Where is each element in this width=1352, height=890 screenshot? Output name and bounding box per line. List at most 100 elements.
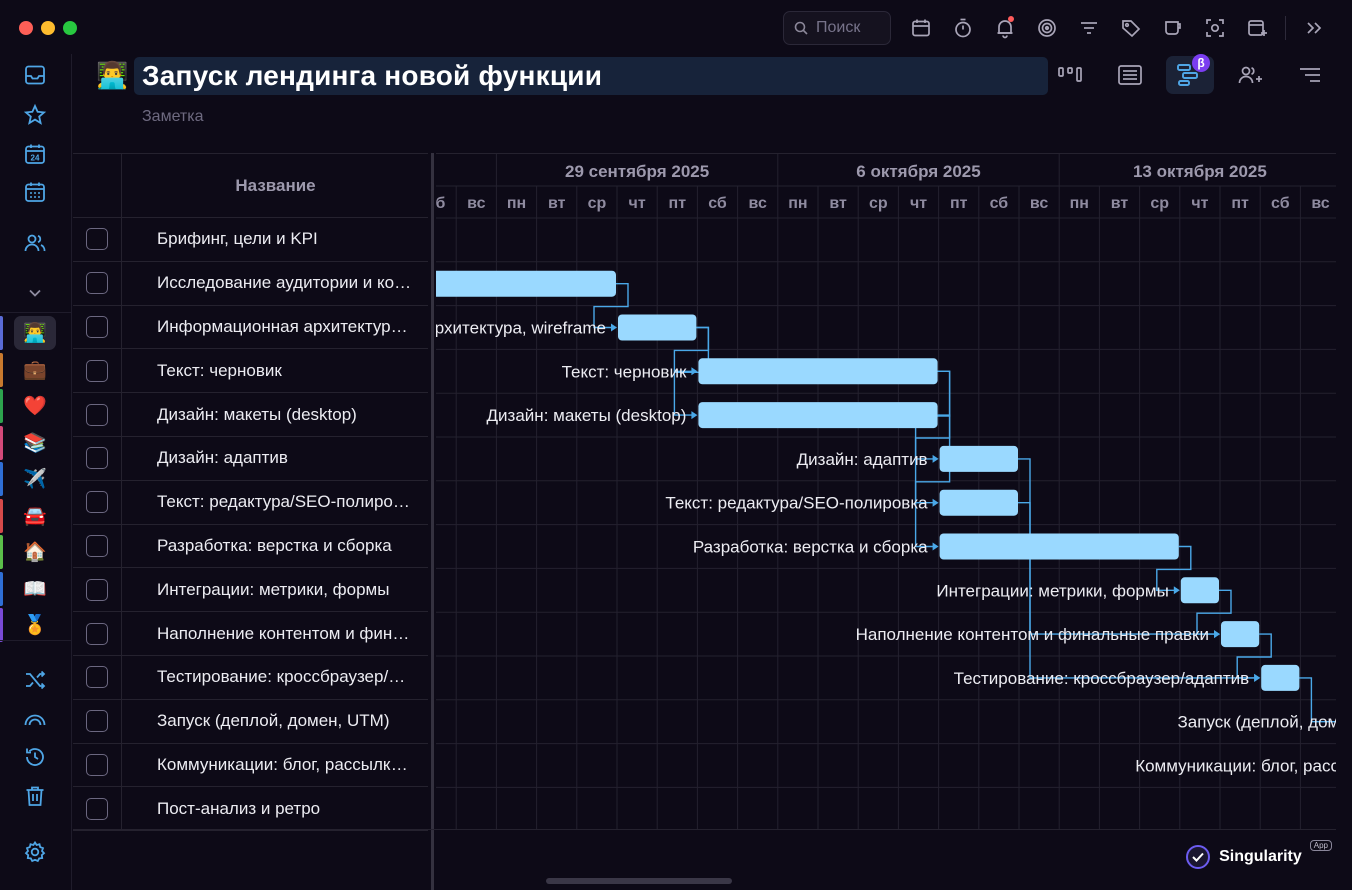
- project-title-field[interactable]: Запуск лендинга новой функции: [134, 57, 1048, 95]
- task-checkbox[interactable]: [86, 491, 108, 514]
- task-name[interactable]: Пост-анализ и ретро: [157, 798, 321, 818]
- gantt-view-button[interactable]: β: [1166, 54, 1214, 94]
- maximize-window-button[interactable]: [63, 21, 77, 35]
- task-name[interactable]: Текст: черновик: [157, 360, 282, 380]
- task-checkbox[interactable]: [86, 272, 108, 295]
- task-checkbox[interactable]: [86, 447, 108, 470]
- break-button[interactable]: [1155, 10, 1191, 46]
- task-name[interactable]: Разработка: верстка и сборка: [157, 535, 392, 555]
- task-name[interactable]: Текст: редактура/SEO-полировка: [157, 492, 414, 512]
- task-row[interactable]: Дизайн: адаптив: [73, 436, 428, 481]
- task-row[interactable]: Текст: черновик: [73, 349, 428, 394]
- filter-button[interactable]: [1071, 10, 1107, 46]
- settings-button[interactable]: [18, 835, 52, 869]
- task-checkbox[interactable]: [86, 666, 108, 689]
- shuffle-button[interactable]: [18, 663, 52, 697]
- search-input[interactable]: [816, 19, 876, 37]
- favorites-button[interactable]: [18, 98, 52, 132]
- task-row[interactable]: Тестирование: кроссбраузер/адаптив: [73, 655, 428, 700]
- horizontal-scrollbar[interactable]: [546, 878, 732, 884]
- task-name[interactable]: Дизайн: макеты (desktop): [157, 404, 357, 424]
- tags-button[interactable]: [1113, 10, 1149, 46]
- day-label: чт: [910, 195, 927, 212]
- task-checkbox[interactable]: [86, 753, 108, 776]
- calendar-view-button[interactable]: [18, 175, 52, 209]
- inbox-button[interactable]: [18, 58, 52, 92]
- task-name[interactable]: Интеграции: метрики, формы: [157, 579, 390, 599]
- task-checkbox[interactable]: [86, 534, 108, 557]
- project-item[interactable]: 📚: [23, 432, 47, 454]
- task-row[interactable]: Брифинг, цели и KPI: [73, 218, 428, 262]
- task-name[interactable]: Тестирование: кроссбраузер/адаптив: [157, 667, 414, 687]
- kanban-view-button[interactable]: [1046, 56, 1094, 94]
- task-bar[interactable]: [939, 533, 1179, 560]
- project-item[interactable]: 💼: [23, 359, 47, 381]
- task-row[interactable]: Исследование аудитории и конкурентов: [73, 261, 428, 306]
- task-name[interactable]: Дизайн: адаптив: [157, 448, 288, 468]
- more-options-button[interactable]: [1286, 56, 1334, 94]
- project-item[interactable]: ❤️: [23, 396, 47, 417]
- task-name[interactable]: Информационная архитектура, wireframe: [157, 316, 414, 336]
- calendar-button[interactable]: [903, 10, 939, 46]
- task-name[interactable]: Брифинг, цели и KPI: [157, 229, 318, 249]
- task-name[interactable]: Наполнение контентом и финальные правки: [157, 623, 414, 643]
- task-name[interactable]: Исследование аудитории и конкурентов: [157, 273, 414, 293]
- project-item[interactable]: 🏅: [23, 615, 47, 636]
- project-item[interactable]: 🏠: [23, 542, 47, 563]
- task-bar[interactable]: [939, 445, 1018, 472]
- notifications-button[interactable]: [987, 10, 1023, 46]
- task-checkbox[interactable]: [86, 228, 108, 251]
- close-window-button[interactable]: [19, 21, 33, 35]
- task-bar[interactable]: [698, 358, 938, 385]
- new-window-button[interactable]: [1239, 10, 1275, 46]
- column-divider: [121, 261, 122, 305]
- pane-splitter[interactable]: [431, 153, 434, 890]
- task-row[interactable]: Разработка: верстка и сборка: [73, 524, 428, 569]
- task-name[interactable]: Коммуникации: блог, рассылка, соцсети: [157, 754, 414, 774]
- project-item[interactable]: ✈️: [23, 469, 47, 490]
- expand-panel-button[interactable]: [1296, 10, 1332, 46]
- task-name[interactable]: Запуск (деплой, домен, UTM): [157, 711, 390, 731]
- task-checkbox[interactable]: [86, 578, 108, 601]
- habits-button[interactable]: [1029, 10, 1065, 46]
- task-checkbox[interactable]: [86, 403, 108, 426]
- task-bar[interactable]: [1221, 621, 1260, 648]
- task-checkbox[interactable]: [86, 359, 108, 382]
- task-row[interactable]: Интеграции: метрики, формы: [73, 568, 428, 613]
- task-row[interactable]: Информационная архитектура, wireframe: [73, 305, 428, 350]
- task-bar[interactable]: [939, 489, 1018, 516]
- task-row[interactable]: Запуск (деплой, домен, UTM): [73, 699, 428, 744]
- project-item[interactable]: 🚘: [23, 505, 47, 527]
- rainbow-button[interactable]: [18, 703, 52, 737]
- task-bar[interactable]: [1261, 664, 1300, 691]
- task-checkbox[interactable]: [86, 622, 108, 645]
- task-bar[interactable]: [618, 314, 697, 341]
- share-button[interactable]: [1226, 56, 1274, 94]
- task-bar[interactable]: [698, 402, 938, 429]
- column-title-name[interactable]: Название: [235, 175, 316, 195]
- focus-button[interactable]: [1197, 10, 1233, 46]
- task-row[interactable]: Текст: редактура/SEO-полировка: [73, 480, 428, 525]
- collapse-projects-button[interactable]: [18, 276, 52, 310]
- task-row[interactable]: Наполнение контентом и финальные правки: [73, 612, 428, 656]
- task-bar[interactable]: [436, 270, 616, 297]
- task-row[interactable]: Пост-анализ и ретро: [73, 787, 428, 832]
- project-item[interactable]: 📖: [23, 578, 47, 600]
- minimize-window-button[interactable]: [41, 21, 55, 35]
- task-checkbox[interactable]: [86, 797, 108, 820]
- stopwatch-button[interactable]: [945, 10, 981, 46]
- today-button[interactable]: 24: [18, 137, 52, 171]
- trash-button[interactable]: [18, 779, 52, 813]
- task-row[interactable]: Дизайн: макеты (desktop): [73, 393, 428, 437]
- task-checkbox[interactable]: [86, 315, 108, 338]
- project-item[interactable]: 👨‍💻: [14, 316, 56, 350]
- task-bar[interactable]: [1180, 577, 1219, 604]
- project-emoji[interactable]: 👨‍💻: [96, 60, 129, 90]
- task-checkbox[interactable]: [86, 710, 108, 733]
- people-button[interactable]: [18, 226, 52, 260]
- search-box[interactable]: [783, 11, 891, 45]
- history-button[interactable]: [18, 740, 52, 774]
- note-field[interactable]: Заметка: [142, 108, 204, 125]
- list-view-button[interactable]: [1106, 56, 1154, 94]
- task-row[interactable]: Коммуникации: блог, рассылка, соцсети: [73, 743, 428, 788]
